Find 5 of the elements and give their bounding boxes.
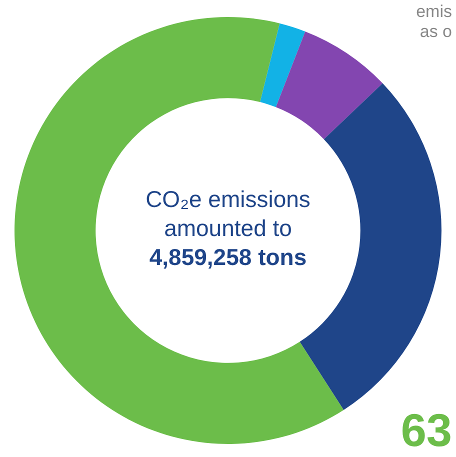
text: emis bbox=[416, 2, 452, 22]
text: CO₂e emissions amounted to bbox=[144, 185, 312, 243]
text: as o bbox=[420, 22, 452, 42]
text: 63 bbox=[400, 403, 452, 457]
text: 4,859,258 tons bbox=[148, 243, 308, 272]
